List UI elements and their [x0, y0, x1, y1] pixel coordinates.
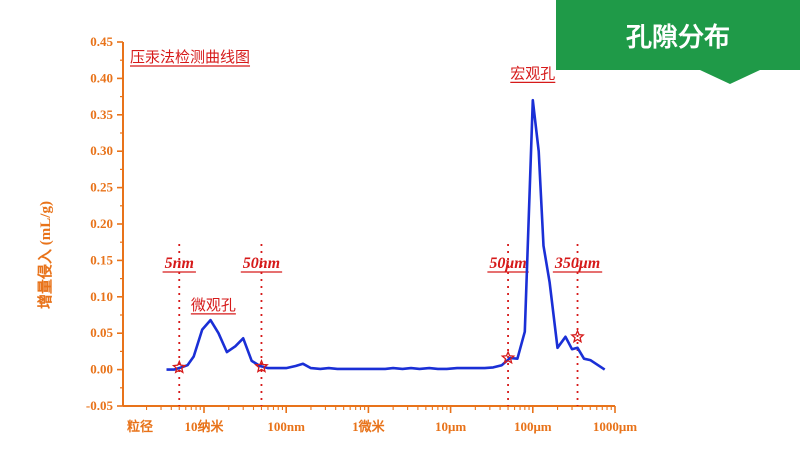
badge-text: 孔隙分布 [626, 23, 730, 53]
marker-label: 50nm [243, 255, 280, 272]
y-tick-label: 0.15 [90, 252, 113, 267]
marker-stars [171, 329, 585, 374]
chart-title: 压汞法检测曲线图 [130, 48, 250, 66]
annotations: 微观孔 宏观孔 [190, 64, 556, 315]
x-tick-label: 1000μm [593, 419, 637, 434]
x-ticks: 粒径 10纳米 100nm 1微米 10μm 100μm 1000μm [127, 406, 637, 434]
y-tick-label: 0.35 [90, 107, 113, 122]
marker-label: 5nm [165, 255, 194, 272]
y-tick-label: 0.05 [90, 325, 113, 340]
marker-lines: 5nm 50nm 50μm 350μm [162, 244, 603, 406]
x-tick-label: 10μm [435, 419, 466, 434]
y-tick-label: 0.25 [90, 180, 113, 195]
marker-label: 350μm [554, 255, 600, 272]
marker-star [171, 359, 187, 374]
marker-star [570, 329, 585, 344]
x-tick-label: 1微米 [352, 419, 386, 434]
chart-title-group: 压汞法检测曲线图 [130, 48, 251, 67]
x-tick-label: 粒径 [127, 419, 153, 434]
annotation-label: 微观孔 [191, 296, 236, 314]
x-tick-label: 100nm [267, 419, 305, 434]
series-line [166, 98, 606, 371]
annotation-label: 宏观孔 [510, 64, 555, 82]
series-layer [166, 98, 606, 371]
badge-shape [556, 0, 800, 84]
y-tick-label: 0.45 [90, 34, 113, 49]
y-axis-label: 增量侵入 (mL/g) [36, 201, 54, 309]
y-tick-label: 0.00 [90, 362, 113, 377]
y-ticks: -0.05 0.00 0.05 0.10 0.15 0.20 0.25 0.30 0.35 0.4… [86, 34, 123, 413]
x-tick-label: 10纳米 [184, 419, 224, 434]
y-tick-label: 0.40 [90, 70, 113, 85]
y-tick-label: 0.30 [90, 143, 113, 158]
y-tick-label: 0.10 [90, 289, 113, 304]
marker-star [254, 358, 269, 373]
y-tick-label: 0.20 [90, 216, 113, 231]
x-tick-label: 100μm [514, 419, 552, 434]
title-badge: 孔隙分布 [556, 0, 800, 84]
marker-label: 50μm [489, 255, 526, 272]
marker-star [500, 350, 516, 365]
y-tick-label: -0.05 [86, 398, 114, 413]
